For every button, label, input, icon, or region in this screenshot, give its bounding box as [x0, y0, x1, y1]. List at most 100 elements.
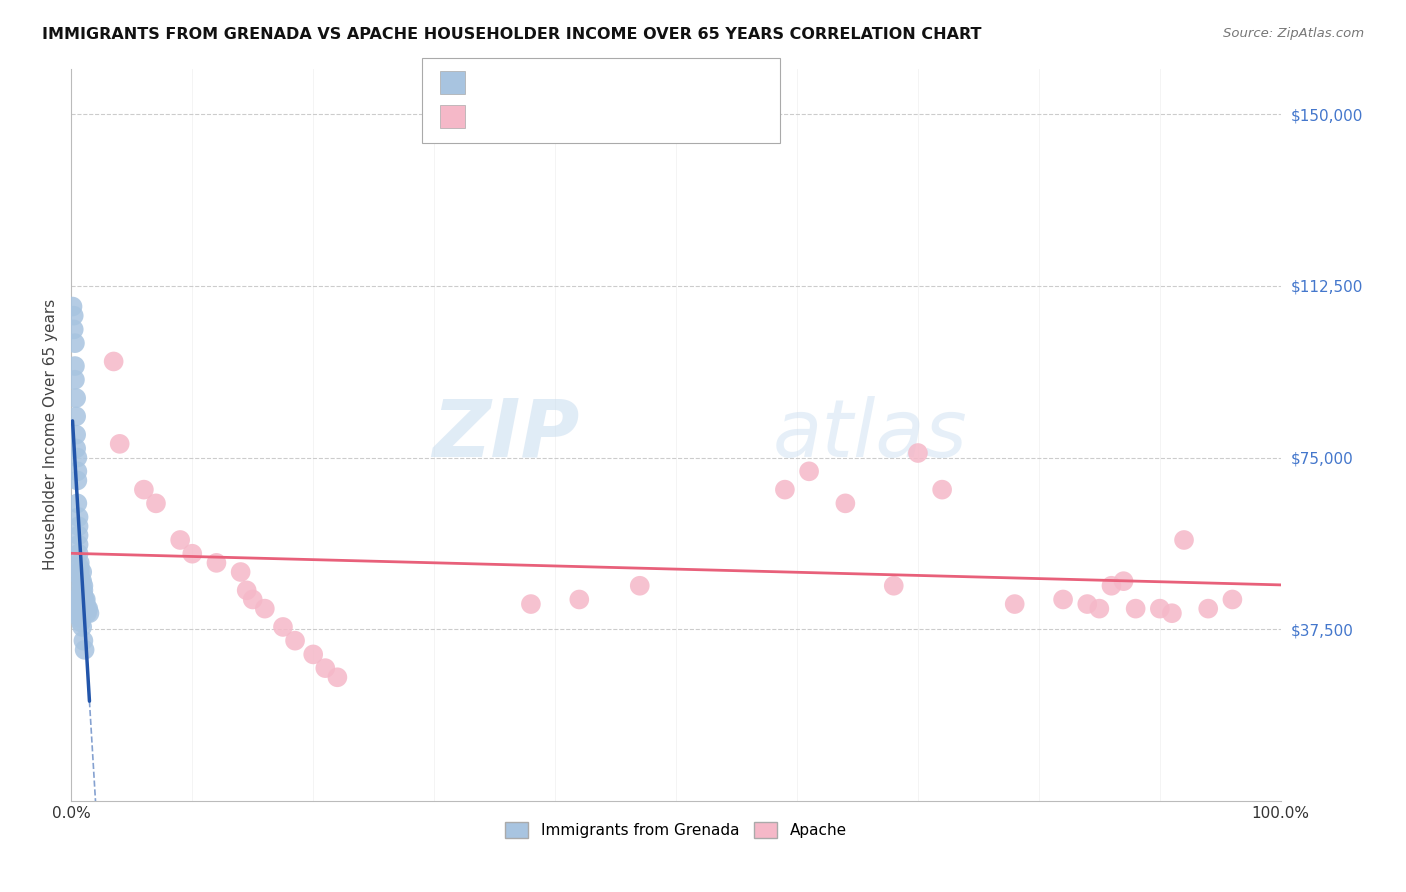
Point: [1161, 606, 1184, 620]
Point: [1222, 592, 1244, 607]
Point: [242, 592, 264, 607]
Text: R =: R =: [471, 109, 508, 123]
Point: [73, 592, 96, 607]
Text: IMMIGRANTS FROM GRENADA VS APACHE HOUSEHOLDER INCOME OVER 65 YEARS CORRELATION C: IMMIGRANTS FROM GRENADA VS APACHE HOUSEH…: [42, 27, 981, 42]
Point: [66, 496, 89, 510]
Point: [72, 579, 94, 593]
Point: [67, 547, 90, 561]
Point: [65, 391, 87, 405]
Point: [79, 606, 101, 620]
Text: ZIP: ZIP: [432, 396, 579, 474]
Point: [1173, 533, 1195, 547]
Point: [773, 483, 796, 497]
Point: [72, 633, 94, 648]
Point: [62, 322, 84, 336]
Point: [1125, 601, 1147, 615]
Point: [797, 464, 820, 478]
Text: 54: 54: [609, 75, 628, 89]
Point: [271, 620, 294, 634]
Point: [67, 519, 90, 533]
Point: [205, 556, 228, 570]
Text: 37: 37: [609, 109, 628, 123]
Point: [66, 597, 89, 611]
Point: [169, 533, 191, 547]
Point: [69, 569, 91, 583]
Point: [1004, 597, 1026, 611]
Point: [70, 583, 93, 598]
Point: [1112, 574, 1135, 589]
Point: [62, 300, 84, 314]
Point: [326, 670, 349, 684]
Point: [181, 547, 204, 561]
Point: [65, 409, 87, 424]
Point: [1149, 601, 1171, 615]
Text: -0.011: -0.011: [508, 109, 560, 123]
Point: [69, 565, 91, 579]
Point: [520, 597, 543, 611]
Point: [67, 528, 90, 542]
Point: [302, 648, 325, 662]
Point: [69, 556, 91, 570]
Point: [1052, 592, 1074, 607]
Point: [70, 615, 93, 630]
Point: [229, 565, 252, 579]
Point: [76, 601, 98, 615]
Point: [63, 373, 86, 387]
Point: [1088, 601, 1111, 615]
Point: [883, 579, 905, 593]
Point: [63, 592, 86, 607]
Point: [70, 588, 93, 602]
Point: [253, 601, 276, 615]
Point: [907, 446, 929, 460]
Point: [65, 597, 87, 611]
Point: [70, 574, 93, 589]
Point: [834, 496, 856, 510]
Text: N =: N =: [567, 75, 609, 89]
Point: [132, 483, 155, 497]
Point: [75, 597, 97, 611]
Point: [931, 483, 953, 497]
Point: [628, 579, 651, 593]
Point: [235, 583, 257, 598]
Point: [69, 611, 91, 625]
Text: R =: R =: [471, 75, 502, 89]
Point: [66, 601, 89, 615]
Point: [108, 437, 131, 451]
Point: [67, 537, 90, 551]
Point: [568, 592, 591, 607]
Point: [65, 442, 87, 456]
Point: [1101, 579, 1123, 593]
Point: [70, 574, 93, 589]
Point: [66, 474, 89, 488]
Point: [77, 601, 100, 615]
Point: [70, 565, 93, 579]
Point: [103, 354, 125, 368]
Point: [65, 592, 87, 607]
Point: [63, 359, 86, 373]
Y-axis label: Householder Income Over 65 years: Householder Income Over 65 years: [44, 299, 58, 570]
Legend: Immigrants from Grenada, Apache: Immigrants from Grenada, Apache: [499, 816, 853, 845]
Point: [145, 496, 167, 510]
Point: [72, 583, 94, 598]
Text: Source: ZipAtlas.com: Source: ZipAtlas.com: [1223, 27, 1364, 40]
Point: [314, 661, 336, 675]
Point: [1197, 601, 1219, 615]
Point: [73, 643, 96, 657]
Point: [70, 579, 93, 593]
Point: [73, 597, 96, 611]
Point: [1076, 597, 1098, 611]
Point: [67, 592, 90, 607]
Point: [65, 427, 87, 442]
Point: [66, 464, 89, 478]
Point: [76, 606, 98, 620]
Point: [70, 620, 93, 634]
Point: [72, 588, 94, 602]
Point: [69, 597, 91, 611]
Point: [62, 309, 84, 323]
Point: [69, 560, 91, 574]
Text: atlas: atlas: [773, 396, 967, 474]
Point: [63, 336, 86, 351]
Point: [67, 510, 90, 524]
Text: -0.207: -0.207: [508, 75, 560, 89]
Point: [284, 633, 307, 648]
